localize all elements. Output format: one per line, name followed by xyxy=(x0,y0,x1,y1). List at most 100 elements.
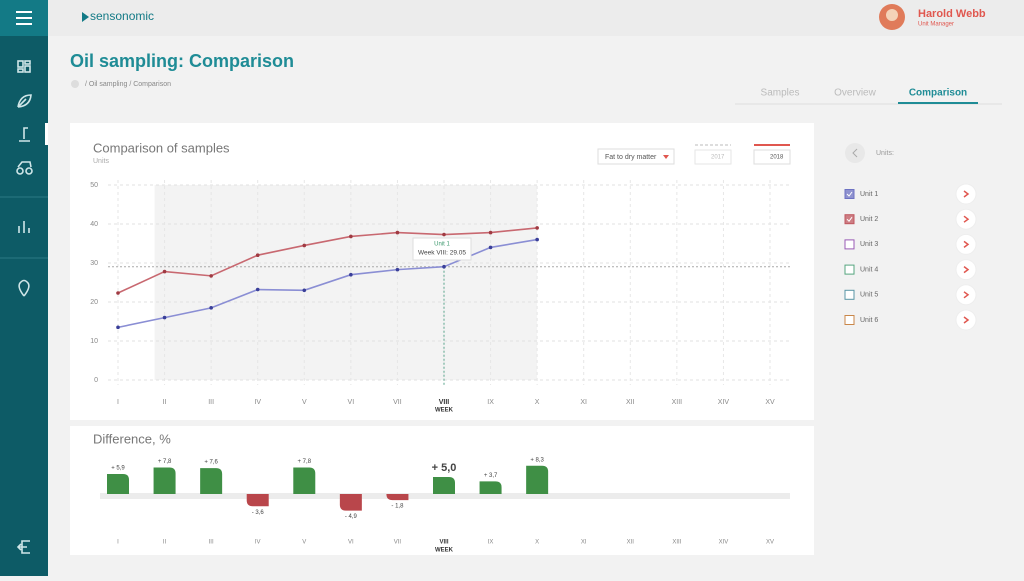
user-name: Harold Webb xyxy=(918,8,986,20)
data-point xyxy=(116,325,120,330)
check-mark xyxy=(846,191,853,197)
unit-open[interactable] xyxy=(955,208,977,230)
data-point xyxy=(488,245,493,250)
y-tick-label: 30 xyxy=(90,260,98,267)
unit-open-icon xyxy=(963,316,970,324)
data-point xyxy=(349,272,353,277)
unit-open-icon xyxy=(963,190,970,198)
unit-checkbox[interactable] xyxy=(844,264,855,275)
bar-label: + 8,3 xyxy=(530,457,544,463)
data-point xyxy=(395,230,400,235)
data-point xyxy=(116,291,120,295)
x-tick-label: IX xyxy=(488,540,494,546)
tab[interactable]: Comparison xyxy=(909,88,967,99)
units-back[interactable] xyxy=(845,143,865,163)
chart-title: Difference, % xyxy=(93,431,171,446)
unit-open[interactable] xyxy=(955,259,977,281)
unit-checkbox[interactable] xyxy=(844,189,855,199)
unit-open[interactable] xyxy=(955,309,977,331)
data-point xyxy=(302,288,307,293)
unit-name: Unit 3 xyxy=(860,241,878,248)
user-role: Unit Manager xyxy=(918,22,954,28)
bar-label: + 5,0 xyxy=(432,462,457,474)
measure-dropdown[interactable] xyxy=(597,148,675,165)
bar-label: - 1,8 xyxy=(391,504,404,510)
logo-mark xyxy=(82,12,89,22)
tab[interactable]: Samples xyxy=(761,88,800,99)
year-label: 2018 xyxy=(770,155,784,161)
x-tick-label: VIII xyxy=(439,540,448,546)
x-tick-label: III xyxy=(209,540,214,546)
year-2018[interactable] xyxy=(753,149,791,165)
x-tick-label: XIV xyxy=(718,399,730,406)
tooltip-text: Week VIII: 29.05 xyxy=(418,250,466,257)
bar-label: + 7,8 xyxy=(298,459,312,465)
x-axis-label: WEEK xyxy=(435,408,454,414)
x-tick-label: IV xyxy=(254,399,261,406)
x-tick-label: VII xyxy=(393,399,402,406)
bar xyxy=(246,494,269,507)
nav-icons[interactable] xyxy=(16,60,33,554)
data-point xyxy=(488,230,493,235)
unit-name: Unit 6 xyxy=(860,317,878,324)
data-point xyxy=(302,243,307,248)
unit-name: Unit 4 xyxy=(860,266,878,273)
dropdown-arrow xyxy=(663,155,669,159)
data-point xyxy=(535,226,539,230)
units-back-icon xyxy=(852,148,858,158)
bar-label: - 3,6 xyxy=(252,510,265,516)
y-tick-label: 10 xyxy=(90,338,98,345)
x-tick-label: XV xyxy=(765,399,775,406)
bar xyxy=(200,468,223,494)
tab-underline xyxy=(898,102,978,104)
x-tick-label: XIV xyxy=(719,540,729,546)
x-tick-label: I xyxy=(117,399,119,406)
unit-open[interactable] xyxy=(955,233,977,255)
data-point xyxy=(209,306,213,310)
tooltip-title: Unit 1 xyxy=(434,242,450,248)
y-tick-label: 0 xyxy=(94,377,98,384)
bar-label: + 7,6 xyxy=(204,460,218,466)
measure-label: Fat to dry matter xyxy=(605,154,657,161)
y-tick-label: 20 xyxy=(90,299,98,306)
baseline-shadow xyxy=(100,493,790,499)
bar xyxy=(526,465,549,494)
x-tick-label: V xyxy=(302,399,307,406)
year-2017[interactable] xyxy=(694,149,732,165)
x-tick-label: IX xyxy=(487,399,494,406)
brand: sensonomic xyxy=(90,9,154,23)
x-tick-label: XI xyxy=(581,540,587,546)
check-mark xyxy=(846,216,853,222)
unit-checkbox[interactable] xyxy=(844,214,855,225)
unit-open[interactable] xyxy=(955,284,977,306)
bar-label: - 4,9 xyxy=(345,514,358,520)
bar xyxy=(153,467,176,494)
tab[interactable]: Overview xyxy=(834,88,876,99)
unit-checkbox[interactable] xyxy=(844,239,855,250)
unit-checkbox[interactable] xyxy=(844,289,855,300)
x-tick-label: II xyxy=(163,399,167,406)
y-tick-label: 50 xyxy=(90,182,98,189)
data-point xyxy=(255,287,260,292)
tooltip xyxy=(412,237,472,261)
data-point xyxy=(442,264,446,269)
bar-label: + 3,7 xyxy=(484,473,498,479)
unit-open-icon xyxy=(963,266,970,274)
x-tick-label: IV xyxy=(255,540,261,546)
year-label: 2017 xyxy=(711,155,725,161)
data-point xyxy=(395,267,400,272)
data-point xyxy=(162,269,167,274)
data-point xyxy=(535,237,539,242)
x-tick-label: VI xyxy=(348,540,354,546)
unit-checkbox[interactable] xyxy=(844,315,855,325)
chart-title: Comparison of samples xyxy=(93,140,230,155)
unit-name: Unit 1 xyxy=(860,191,878,198)
x-tick-label: VII xyxy=(394,540,402,546)
series-line xyxy=(117,227,538,294)
x-tick-label: X xyxy=(535,399,540,406)
bar xyxy=(107,473,129,494)
menu-icon xyxy=(16,11,32,25)
unit-open[interactable] xyxy=(955,183,977,205)
unit-open-icon xyxy=(963,291,970,299)
home-icon[interactable] xyxy=(71,80,79,88)
